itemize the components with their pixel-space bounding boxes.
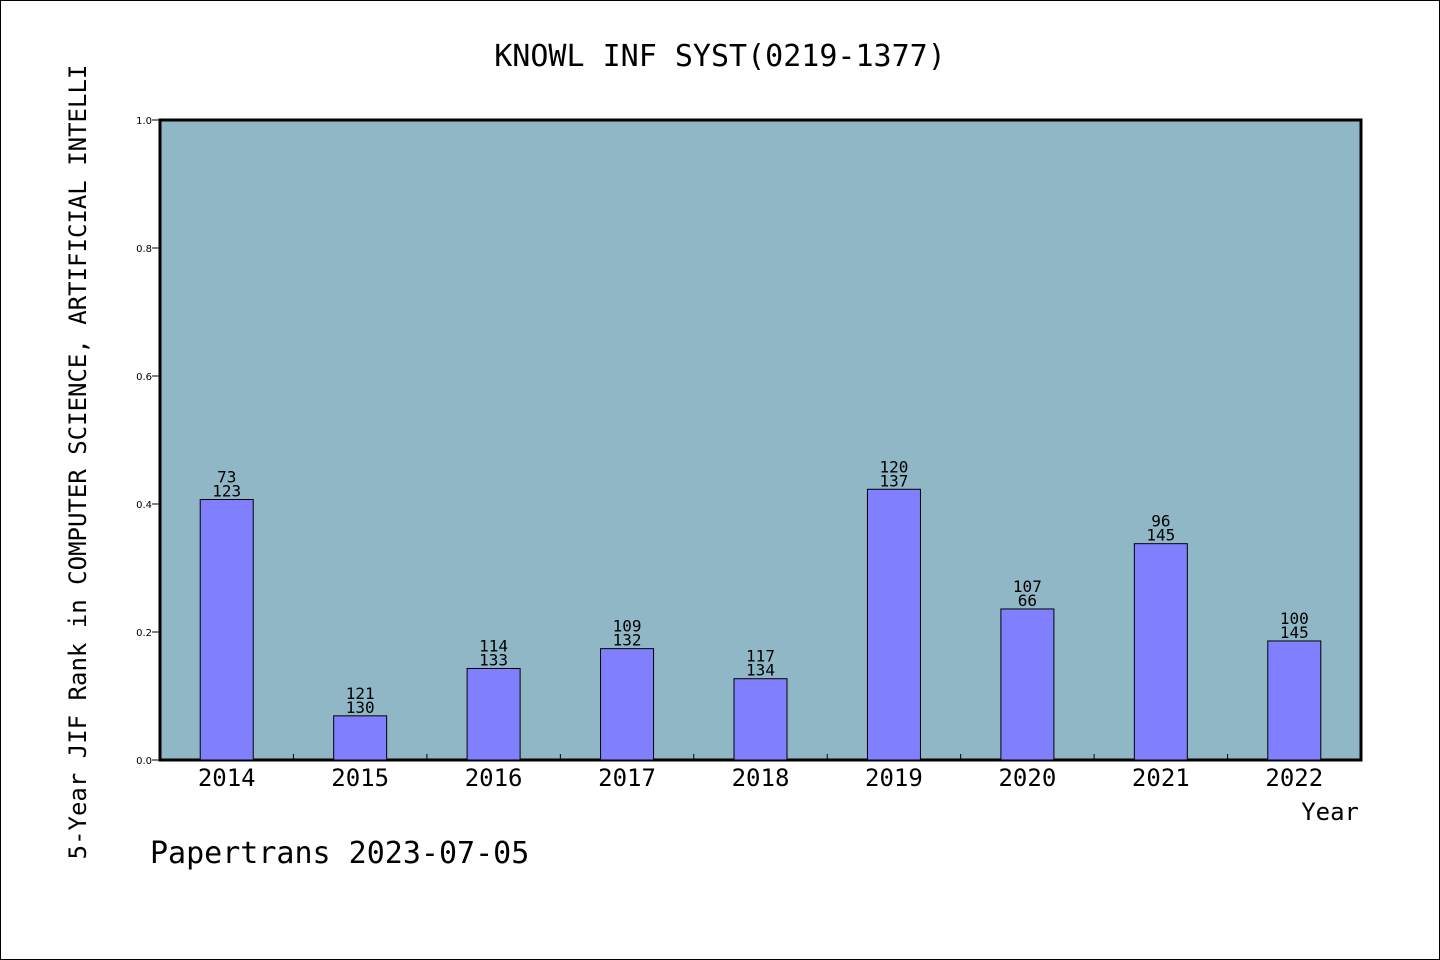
x-tick-label: 2020 xyxy=(998,764,1056,792)
bar-2018 xyxy=(733,678,788,761)
y-tick-label: 0.2 xyxy=(136,628,152,639)
x-axis-label: Year xyxy=(1301,798,1359,826)
bar-label-top: 107 xyxy=(1013,577,1042,596)
bar-label-bottom: 134 xyxy=(746,661,775,680)
bar-label-bottom: 137 xyxy=(879,471,908,490)
bar-label-bottom: 66 xyxy=(1018,591,1037,610)
y-tick-label: 0.8 xyxy=(136,244,152,255)
bar-label-top: 109 xyxy=(613,617,642,636)
bar-label-bottom: 145 xyxy=(1280,623,1309,642)
y-axis-label: 5-Year JIF Rank in COMPUTER SCIENCE, ART… xyxy=(64,65,92,860)
x-tick-label: 2014 xyxy=(198,764,256,792)
y-axis-ticks: 0.0 0.2 0.4 0.6 0.8 1.0 xyxy=(136,116,160,767)
bar-label-top: 73 xyxy=(217,468,236,487)
bar-2014 xyxy=(199,499,254,761)
x-tick-label: 2018 xyxy=(732,764,790,792)
bar-label-top: 100 xyxy=(1280,609,1309,628)
bar-2021 xyxy=(1133,543,1188,761)
bar-label-bottom: 123 xyxy=(212,482,241,501)
bar-label-top: 114 xyxy=(479,636,508,655)
bar-label-top: 121 xyxy=(346,684,375,703)
x-axis-ticks: 2014 2015 2016 2017 2018 2019 2020 2021 2022 xyxy=(198,754,1323,792)
y-tick-label: 0.6 xyxy=(136,372,152,383)
x-tick-label: 2017 xyxy=(598,764,656,792)
bar-label-top: 120 xyxy=(879,457,908,476)
bar-2015 xyxy=(333,715,388,761)
bar-label-bottom: 133 xyxy=(479,650,508,669)
y-tick-label: 0.0 xyxy=(136,756,152,767)
x-tick-label: 2019 xyxy=(865,764,923,792)
chart-title: KNOWL INF SYST(0219-1377) xyxy=(494,39,946,74)
y-tick-label: 0.4 xyxy=(136,500,152,511)
bar-label-bottom: 132 xyxy=(613,631,642,650)
bar-2017 xyxy=(600,648,655,761)
bar-2022 xyxy=(1267,640,1322,761)
bar-2020 xyxy=(1000,608,1055,761)
footer-source: Papertrans 2023-07-05 xyxy=(150,836,529,871)
bar-label-top: 96 xyxy=(1151,512,1170,531)
bar-2019 xyxy=(866,488,921,761)
bar-label-bottom: 145 xyxy=(1146,526,1175,545)
bar-label-bottom: 130 xyxy=(346,698,375,717)
x-tick-label: 2015 xyxy=(331,764,389,792)
bar-label-top: 117 xyxy=(746,647,775,666)
x-tick-label: 2021 xyxy=(1132,764,1190,792)
bar-2016 xyxy=(466,667,521,761)
x-tick-label: 2016 xyxy=(465,764,523,792)
x-tick-label: 2022 xyxy=(1265,764,1323,792)
y-tick-label: 1.0 xyxy=(136,116,152,127)
